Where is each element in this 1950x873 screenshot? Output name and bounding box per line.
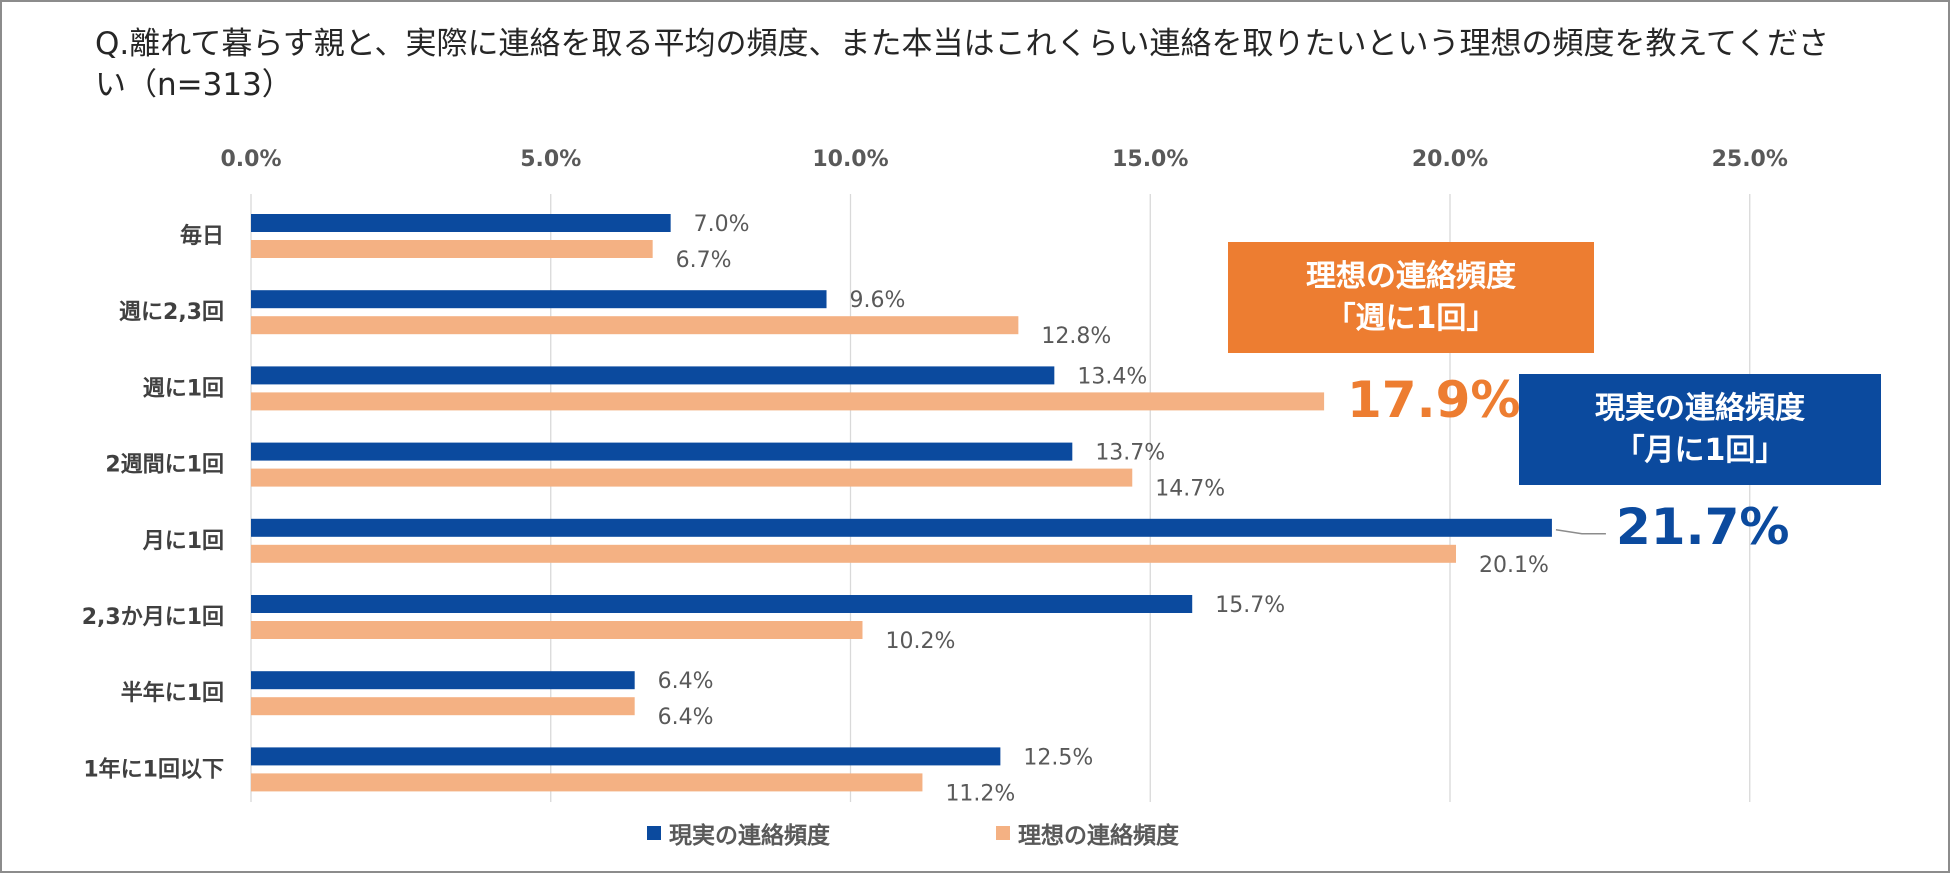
ideal-value-label-1: 12.8% [1041, 324, 1111, 349]
ideal-value-label-7: 11.2% [945, 781, 1015, 806]
ideal-callout-line1: 理想の連絡頻度 [1306, 258, 1516, 294]
actual-value-label-1: 9.6% [850, 288, 906, 313]
ideal-bar-2 [251, 392, 1325, 411]
actual-bar-2 [251, 366, 1055, 385]
actual-value-label-3: 13.7% [1095, 441, 1165, 466]
actual-callout-line2: 「月に1回」 [1614, 432, 1786, 468]
ideal-bar-1 [251, 316, 1019, 335]
actual-bar-3 [251, 442, 1073, 461]
legend-ideal-swatch [996, 826, 1010, 840]
ideal-callout-box: 理想の連絡頻度 「週に1回」 [1228, 242, 1594, 353]
actual-bar-4 [251, 518, 1552, 537]
ideal-value-label-4: 20.1% [1479, 553, 1549, 578]
ideal-bar-3 [251, 468, 1133, 487]
actual-value-label-0: 7.0% [694, 212, 750, 237]
actual-value-label-7: 12.5% [1023, 745, 1093, 770]
actual-bar-1 [251, 290, 827, 309]
x-tick-label-0: 0.0% [220, 147, 281, 172]
category-label-5: 2,3か月に1回 [82, 605, 224, 630]
category-label-2: 週に1回 [143, 376, 224, 401]
x-tick-label-3: 15.0% [1112, 147, 1188, 172]
actual-value-label-2: 13.4% [1077, 364, 1147, 389]
actual-bar-5 [251, 595, 1193, 613]
actual-bar-0 [251, 214, 671, 232]
actual-value-label-6: 6.4% [658, 669, 714, 694]
ideal-value-label-6: 6.4% [658, 705, 714, 730]
actual-bar-7 [251, 747, 1001, 766]
x-tick-label-2: 10.0% [812, 147, 888, 172]
actual-highlight-value: 21.7% [1616, 498, 1790, 556]
category-label-3: 2週間に1回 [105, 453, 224, 478]
ideal-bar-4 [251, 544, 1456, 563]
ideal-bar-7 [251, 773, 923, 792]
actual-callout-line1: 現実の連絡頻度 [1595, 390, 1805, 426]
ideal-callout-line2: 「週に1回」 [1325, 300, 1497, 336]
category-label-7: 1年に1回以下 [83, 756, 224, 782]
legend-actual: 現実の連絡頻度 [647, 816, 830, 850]
ideal-highlight-value: 17.9% [1347, 371, 1521, 429]
ideal-bar-5 [251, 621, 863, 639]
legend-ideal-label: 理想の連絡頻度 [1018, 823, 1179, 849]
legend-ideal: 理想の連絡頻度 [996, 816, 1179, 850]
category-label-4: 月に1回 [142, 529, 224, 554]
category-label-0: 毎日 [180, 224, 224, 249]
actual-bar-6 [251, 671, 635, 690]
category-label-1: 週に2,3回 [119, 300, 224, 325]
ideal-value-label-0: 6.7% [676, 248, 732, 273]
actual-callout-box: 現実の連絡頻度 「月に1回」 [1519, 374, 1881, 485]
ideal-bar-0 [251, 240, 653, 258]
x-tick-label-4: 20.0% [1412, 147, 1488, 172]
legend-actual-swatch [647, 826, 661, 840]
x-tick-label-5: 25.0% [1712, 147, 1788, 172]
legend-actual-label: 現実の連絡頻度 [669, 823, 830, 849]
ideal-value-label-3: 14.7% [1155, 477, 1225, 502]
x-tick-label-1: 5.0% [520, 147, 581, 172]
category-label-6: 半年に1回 [121, 680, 224, 706]
actual-value-label-5: 15.7% [1215, 593, 1285, 618]
ideal-value-label-5: 10.2% [885, 629, 955, 654]
ideal-bar-6 [251, 697, 635, 716]
actual-highlight-leader-line [1555, 529, 1606, 535]
chart-title: Q.離れて暮らす親と、実際に連絡を取る平均の頻度、また本当はこれくらい連絡を取り… [95, 26, 1829, 103]
